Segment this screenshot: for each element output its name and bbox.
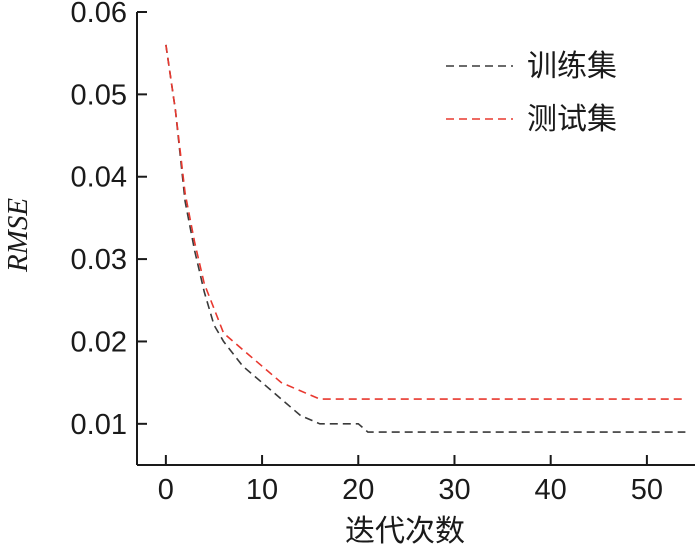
- y-tick-label: 0.02: [71, 326, 127, 358]
- y-tick-label: 0.06: [71, 0, 127, 29]
- x-tick-label: 20: [342, 474, 374, 506]
- ticks: 0.01 0.02 0.03 0.04 0.05 0.06 0 10 20 30 40 50: [71, 0, 663, 506]
- y-tick-label: 0.03: [71, 244, 127, 276]
- x-axis-title: 迭代次数: [345, 514, 465, 549]
- series-line-train: [165, 44, 686, 433]
- axes: [136, 12, 695, 466]
- x-tick-label: 10: [246, 474, 278, 506]
- y-tick-label: 0.01: [71, 409, 127, 441]
- x-tick-label: 30: [438, 474, 470, 506]
- legend-label: 测试集: [527, 102, 617, 137]
- legend-label: 训练集: [527, 49, 617, 84]
- y-tick-label: 0.05: [71, 79, 127, 111]
- series-line-test: [165, 44, 686, 400]
- y-axis-title: RMSE: [2, 198, 34, 273]
- x-tick-label: 40: [535, 474, 567, 506]
- y-tick-label: 0.04: [71, 162, 127, 194]
- x-tick-label: 50: [631, 474, 663, 506]
- x-tick-label: 0: [158, 474, 174, 506]
- series-lines: [165, 44, 686, 433]
